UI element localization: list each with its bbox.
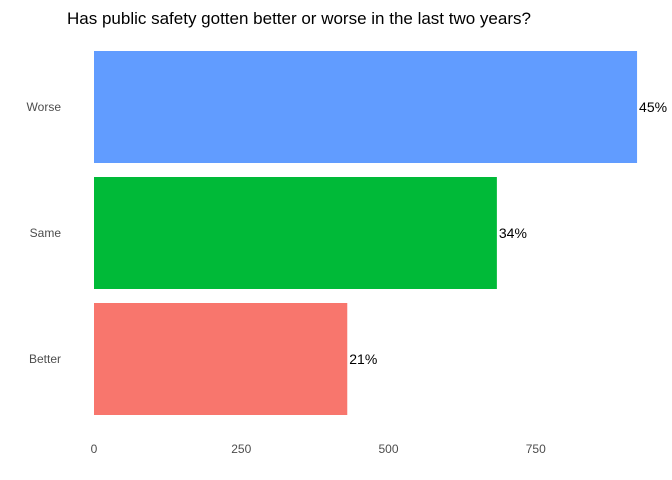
x-tick-label: 500 [378, 442, 398, 456]
bar-same [94, 177, 497, 289]
category-label-worse: Worse [27, 100, 62, 114]
category-label-same: Same [30, 226, 62, 240]
x-tick-label: 750 [526, 442, 546, 456]
bar-worse [94, 51, 638, 163]
x-tick-label: 250 [231, 442, 251, 456]
x-tick-label: 0 [91, 442, 98, 456]
x-axis: 0 250 500 750 [91, 442, 546, 456]
labels-layer: Worse 45% Same 34% Better 21% [27, 99, 668, 367]
category-label-better: Better [29, 352, 61, 366]
data-label-better: 21% [349, 351, 377, 367]
data-label-worse: 45% [639, 99, 667, 115]
data-label-same: 34% [499, 225, 527, 241]
bars-layer [94, 51, 638, 415]
chart-title: Has public safety gotten better or worse… [67, 9, 531, 28]
bar-better [94, 303, 348, 415]
